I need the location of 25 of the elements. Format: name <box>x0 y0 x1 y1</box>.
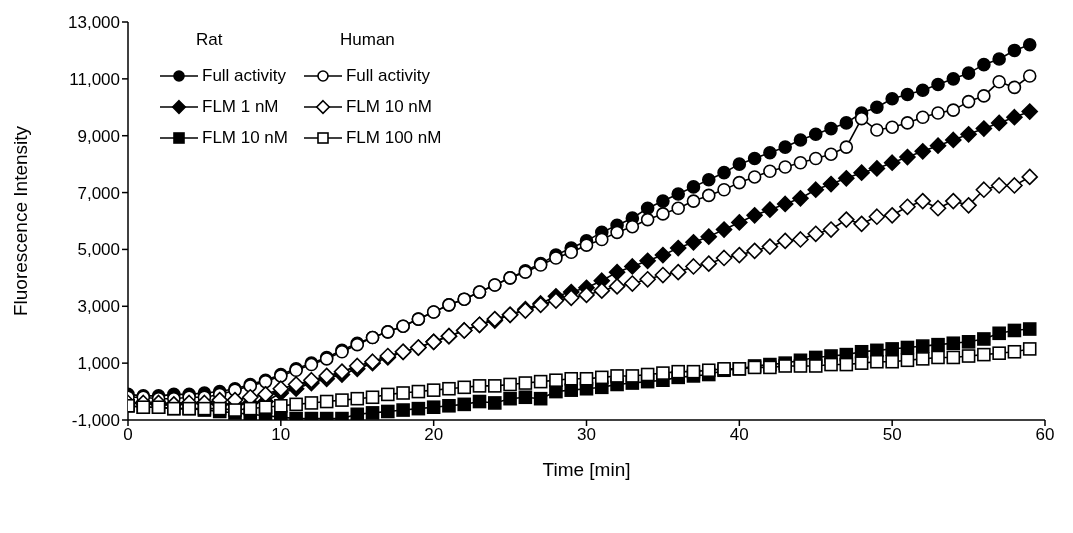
y-tick-label: 9,000 <box>77 126 120 146</box>
annotation: Human <box>339 30 396 51</box>
y-tick-label: 3,000 <box>77 297 120 317</box>
x-tick-label: 30 <box>577 425 596 445</box>
y-tick-label: 11,000 <box>69 69 120 89</box>
annotation: Rat <box>195 30 224 51</box>
y-tick-label: 13,000 <box>68 13 120 33</box>
x-tick-label: 50 <box>882 425 902 445</box>
x-tick-label: 20 <box>424 425 444 445</box>
legend-label: FLM 100 nM <box>345 127 442 148</box>
y-tick-label: -1,000 <box>71 411 120 431</box>
y-axis-title: Fluorescence Intensity <box>9 125 31 317</box>
x-tick-label: 40 <box>729 425 749 445</box>
x-tick-label: 10 <box>271 425 291 445</box>
legend-label: FLM 10 nM <box>345 96 432 117</box>
legend-label: FLM 10 nM <box>202 127 288 148</box>
legend-label: Full activity <box>345 65 431 86</box>
legend-label: FLM 1 nM <box>202 96 279 117</box>
y-tick-label: 5,000 <box>77 240 120 260</box>
y-tick-label: 7,000 <box>77 183 120 203</box>
x-tick-label: 0 <box>123 425 133 445</box>
y-tick-label: 1,000 <box>77 354 120 374</box>
x-tick-label: 60 <box>1035 425 1055 445</box>
legend-label: Full activity <box>202 65 287 86</box>
x-axis-title: Time [min] <box>542 459 631 480</box>
